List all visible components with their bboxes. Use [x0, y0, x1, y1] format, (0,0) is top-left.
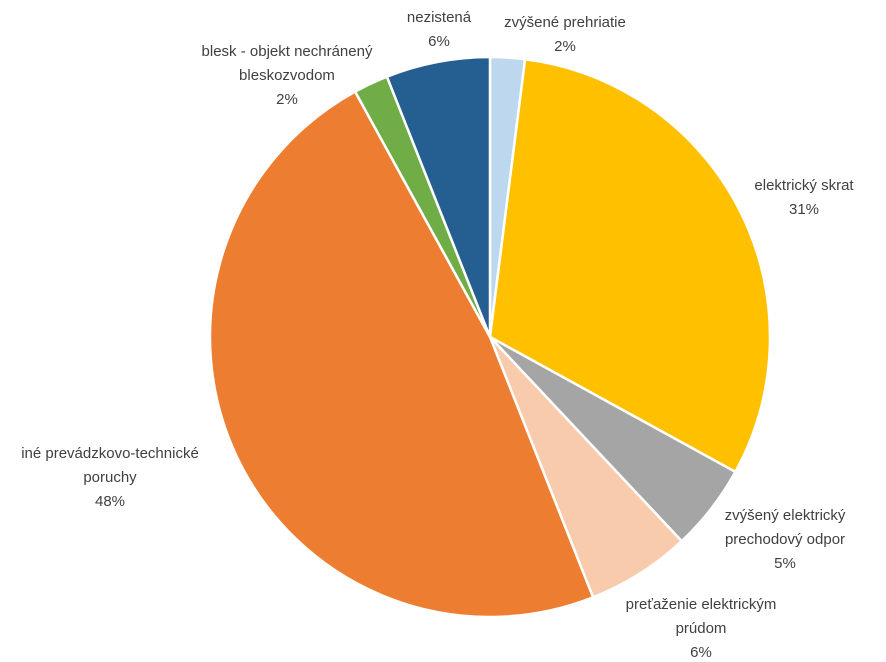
slice-label-1: elektrický skrat 31%: [754, 177, 854, 218]
slice-label-3: preťaženie elektrickým prúdom 6%: [626, 596, 777, 661]
slice-label-0: zvýšené prehriatie 2%: [504, 14, 626, 55]
slice-label-2: zvýšený elektrický prechodový odpor 5%: [725, 507, 846, 572]
pie-slices: [208, 55, 772, 619]
slice-label-5: blesk - objekt nechránený bleskozvodom 2%: [202, 43, 373, 108]
slice-label-4: iné prevádzkovo-technické poruchy 48%: [21, 445, 199, 510]
pie-slice-1: [488, 57, 772, 474]
pie-slice-6: [385, 55, 492, 338]
slice-label-6: nezistená 6%: [407, 9, 472, 50]
pie-labels: zvýšené prehriatie 2% elektrický skrat 31% z…: [21, 9, 854, 661]
pie-slice-4: [208, 89, 595, 619]
